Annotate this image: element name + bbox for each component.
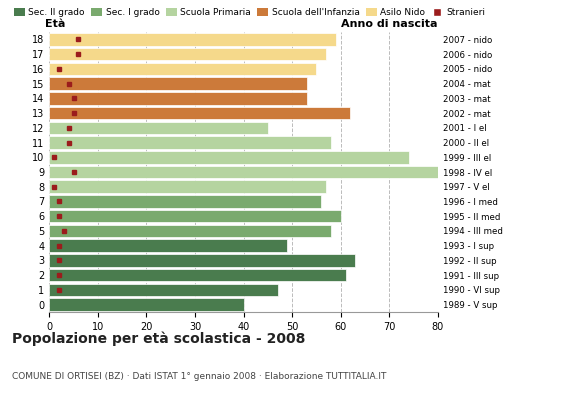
Bar	[49, 48, 326, 60]
Text: Popolazione per età scolastica - 2008: Popolazione per età scolastica - 2008	[12, 332, 305, 346]
Bar	[49, 195, 321, 208]
Bar	[49, 166, 438, 178]
Bar	[49, 77, 307, 90]
Bar	[49, 151, 409, 164]
Legend: Sec. II grado, Sec. I grado, Scuola Primaria, Scuola dell'Infanzia, Asilo Nido, : Sec. II grado, Sec. I grado, Scuola Prim…	[10, 4, 489, 21]
Bar	[49, 136, 331, 149]
Text: Anno di nascita: Anno di nascita	[342, 19, 438, 29]
Text: COMUNE DI ORTISEI (BZ) · Dati ISTAT 1° gennaio 2008 · Elaborazione TUTTITALIA.IT: COMUNE DI ORTISEI (BZ) · Dati ISTAT 1° g…	[12, 372, 386, 381]
Bar	[49, 298, 244, 311]
Bar	[49, 122, 268, 134]
Bar	[49, 269, 346, 282]
Bar	[49, 92, 307, 104]
Bar	[49, 225, 331, 237]
Text: Età: Età	[45, 19, 66, 29]
Bar	[49, 33, 336, 46]
Bar	[49, 254, 356, 267]
Bar	[49, 240, 287, 252]
Bar	[49, 107, 350, 119]
Bar	[49, 62, 317, 75]
Bar	[49, 210, 340, 222]
Bar	[49, 284, 278, 296]
Bar	[49, 180, 326, 193]
